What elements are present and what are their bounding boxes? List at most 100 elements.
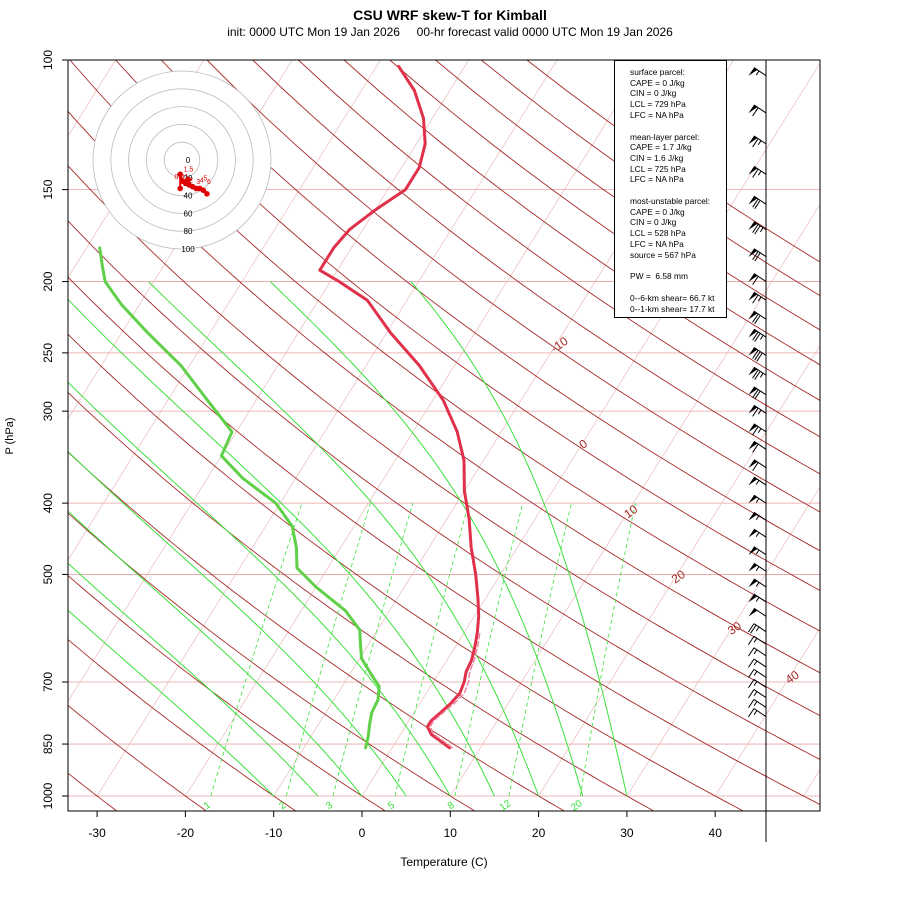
stats-line: PW = 6.58 mm — [630, 271, 688, 282]
hodograph-point — [185, 176, 192, 183]
wind-barb-flag — [748, 367, 758, 376]
wind-barb-feather — [748, 708, 755, 718]
y-tick-label: 300 — [41, 401, 55, 421]
wind-barb-shaft — [753, 310, 767, 320]
x-tick-label: 30 — [620, 826, 634, 840]
wind-barb — [748, 476, 767, 486]
wind-barb-half-feather — [753, 710, 758, 715]
wind-barb-feather — [748, 635, 755, 645]
wind-barb-shaft — [753, 328, 767, 338]
wind-barb-shaft — [753, 476, 767, 486]
wind-barb-shaft — [753, 221, 767, 231]
wind-barb-feather — [752, 407, 759, 417]
stats-line: surface parcel: — [630, 67, 685, 77]
wind-barb-feather — [752, 107, 759, 117]
isotherm-line — [361, 62, 820, 797]
isotherm-line — [185, 60, 646, 797]
wind-barb — [748, 679, 767, 689]
wind-barb-feather — [754, 351, 761, 361]
mixing-ratio-line — [579, 503, 636, 797]
wind-barb-half-feather — [753, 649, 758, 655]
wind-barb-shaft — [753, 404, 767, 414]
wind-barb-feather — [754, 390, 761, 400]
wind-barb-shaft — [753, 708, 767, 717]
stats-line: 0--6-km shear= 66.7 kt — [630, 292, 715, 303]
wind-barb-feather — [752, 443, 759, 453]
wind-barb-half-feather — [755, 549, 760, 555]
wind-barb-feather — [748, 658, 755, 668]
mixing-ratio-line — [210, 502, 303, 797]
isotherm-label: 50 — [821, 747, 840, 766]
dry-adiabat-line — [68, 704, 208, 811]
wind-barb-shaft — [753, 562, 767, 572]
x-tick-label: -30 — [88, 826, 106, 840]
mixing-ratio-line — [285, 502, 371, 797]
wind-barb-feather — [754, 252, 761, 262]
wind-barb-shaft — [753, 248, 767, 258]
isotherm-line — [538, 345, 820, 797]
wind-barb-shaft — [753, 546, 767, 556]
wind-barb-half-feather — [755, 498, 760, 503]
hodograph-height-label: 5 — [203, 176, 207, 183]
isotherm-line — [96, 60, 558, 797]
x-axis-label: Temperature (C) — [400, 855, 487, 869]
hodograph-ring-label: 0 — [186, 156, 191, 165]
wind-barb-shaft — [753, 67, 767, 77]
hodograph-ring-label: 40 — [184, 192, 193, 201]
wind-barb-shaft — [753, 273, 767, 282]
wind-barb — [748, 699, 767, 709]
wind-barb-feather — [752, 462, 759, 472]
hodograph-ring — [110, 88, 254, 232]
wind-barb — [748, 221, 767, 235]
wind-barb — [748, 67, 767, 77]
y-tick-label: 200 — [41, 271, 55, 291]
wind-barb-feather — [752, 198, 759, 208]
stats-line: LCL = 729 hPa — [630, 99, 686, 110]
mixing-ratio-label: 5 — [386, 800, 397, 812]
stats-line: 0--1-km shear= 17.7 kt — [630, 303, 715, 314]
hodograph-height-label: 1.5 — [184, 167, 194, 174]
wind-barb-flag — [748, 477, 758, 486]
wind-barb — [748, 328, 767, 342]
wind-barb-flag — [748, 459, 758, 468]
wind-barb — [748, 310, 767, 324]
wind-barb — [748, 347, 767, 362]
isotherm-line — [803, 769, 820, 797]
wind-barb — [748, 708, 767, 718]
hodograph-point — [177, 171, 184, 178]
wind-barb — [748, 273, 767, 285]
wind-barb-feather — [752, 313, 759, 323]
hodograph-point — [177, 185, 184, 192]
stats-line: LFC = NA hPa — [630, 174, 684, 185]
wind-barb-feather — [752, 426, 759, 436]
stats-line: CIN = 0 J/kg — [630, 217, 677, 228]
wind-barb-flag — [748, 546, 758, 555]
wind-barb — [748, 647, 767, 657]
stats-line: most-unstable parcel: — [630, 196, 711, 207]
wind-barb-shaft — [753, 607, 767, 617]
hodograph-height-label: 3 — [196, 179, 200, 186]
mixing-ratio-line — [454, 503, 524, 797]
wind-barb-shaft — [753, 578, 767, 588]
wind-barb-half-feather — [755, 515, 760, 520]
hodograph-height-label: 4 — [200, 177, 204, 184]
wind-barb-half-feather — [755, 566, 760, 571]
temperature-profile — [318, 64, 481, 750]
wind-barb-feather — [748, 699, 755, 709]
hodograph-height-label: 2 — [189, 177, 193, 184]
wind-barb-half-feather — [757, 170, 762, 176]
wind-barb-shaft — [753, 291, 767, 301]
wind-barb-shaft — [753, 647, 767, 657]
isotherm-line — [450, 203, 820, 797]
wind-barb-feather — [752, 224, 759, 233]
dewpoint-profile — [98, 246, 381, 750]
wind-barb-feather — [754, 333, 761, 342]
dry-adiabat-line — [68, 451, 566, 811]
wind-barb-feather — [748, 623, 755, 633]
stats-line: CIN = 1.6 J/kg — [630, 152, 684, 163]
wind-barb-shaft — [753, 679, 767, 688]
wind-barb-half-feather — [755, 480, 760, 485]
hodograph-ring-label: 80 — [184, 227, 193, 236]
wind-barb — [748, 195, 767, 209]
